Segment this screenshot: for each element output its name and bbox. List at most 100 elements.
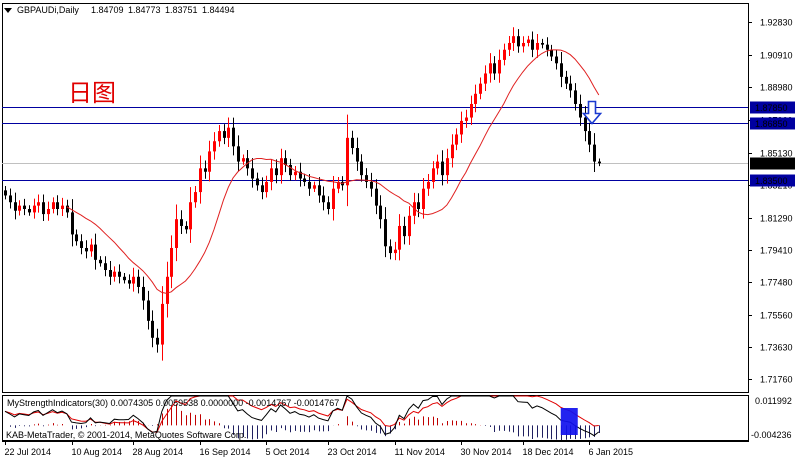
candle-body — [384, 219, 387, 247]
candle-body — [9, 195, 12, 203]
candle-body — [104, 263, 107, 271]
candle-body — [493, 63, 496, 74]
candle-body — [56, 202, 59, 210]
candle-body — [389, 246, 392, 254]
candle-body — [232, 127, 235, 147]
candle-body — [560, 63, 563, 77]
candle-body — [588, 131, 591, 145]
candle-body — [47, 209, 50, 215]
candle-body — [189, 202, 192, 230]
candle-body — [337, 181, 340, 189]
indicator-plot-frame — [2, 395, 749, 441]
candle-body — [455, 134, 458, 145]
candle-body — [137, 276, 140, 287]
down-arrow-icon — [581, 100, 603, 125]
x-tick-label: 28 Aug 2014 — [133, 447, 184, 457]
candle-body — [531, 39, 534, 50]
x-tick-label: 30 Nov 2014 — [461, 447, 512, 457]
candle-body — [527, 39, 530, 43]
candle-body — [484, 73, 487, 84]
candle-body — [90, 244, 93, 252]
candle-body — [99, 259, 102, 264]
candle-body — [37, 202, 40, 206]
candle-body — [593, 144, 596, 162]
candle-body — [109, 270, 112, 277]
candle-body — [327, 202, 330, 210]
candles — [4, 27, 601, 361]
main-plot-frame — [2, 3, 749, 393]
ohlc-low: 1.83751 — [165, 5, 198, 15]
candle-body — [313, 185, 316, 189]
candle-body — [185, 225, 188, 230]
candle-body — [394, 249, 397, 254]
candle-body — [208, 151, 211, 172]
candle-body — [365, 175, 368, 182]
candle-body — [156, 337, 159, 345]
moving-average-line — [66, 49, 600, 294]
x-tick-label: 18 Dec 2014 — [523, 447, 574, 457]
candle-body — [270, 168, 273, 182]
candle-body — [42, 202, 45, 215]
level-label: 1.87850 — [755, 103, 788, 113]
candle-body — [479, 83, 482, 94]
candle-body — [123, 276, 126, 281]
indicator-fast-line — [4, 395, 600, 437]
y-tick-label: 1.92830 — [760, 18, 793, 28]
y-tick-label: 1.85130 — [760, 149, 793, 159]
candle-body — [94, 244, 97, 260]
x-tick-label: 23 Oct 2014 — [328, 447, 377, 457]
candle-body — [360, 161, 363, 176]
indicator-layer — [4, 395, 600, 440]
chevron-down-icon[interactable] — [4, 8, 12, 13]
candle-body — [194, 192, 197, 203]
candle-body — [517, 36, 520, 47]
candle-body — [61, 205, 64, 210]
candle-body — [23, 205, 26, 210]
candle-body — [550, 49, 553, 57]
candle-body — [574, 90, 577, 104]
y-tick-label: 1.90910 — [760, 51, 793, 61]
candle-body — [142, 286, 145, 301]
candle-body — [113, 271, 116, 277]
level-label-box — [750, 117, 795, 130]
candle-body — [294, 171, 297, 176]
candle-body — [289, 164, 292, 176]
candle-body — [436, 161, 439, 169]
candle-body — [71, 212, 74, 235]
candle-body — [204, 168, 207, 172]
horizontal-levels: 1.87850 1.86850 1.83500 1.84494 — [2, 101, 795, 187]
candle-body — [375, 188, 378, 206]
x-tick-label: 10 Aug 2014 — [72, 447, 123, 457]
candle-body — [166, 276, 169, 304]
candle-body — [227, 127, 230, 138]
candle-body — [75, 234, 78, 242]
candle-body — [579, 103, 582, 118]
chart-title: GBPAUDi,Daily — [17, 5, 79, 15]
candle-body — [465, 117, 468, 121]
candle-body — [422, 188, 425, 210]
y-tick-label: 1.73630 — [760, 343, 793, 353]
candle-body — [14, 202, 17, 211]
y-tick-label: 1.81290 — [760, 214, 793, 224]
candle-body — [451, 144, 454, 159]
current-price-label: 1.84494 — [755, 159, 788, 169]
candle-body — [147, 300, 150, 321]
indicator-highlight-box — [560, 408, 578, 435]
candle-body — [223, 131, 226, 138]
candle-body — [237, 146, 240, 162]
candle-body — [489, 63, 492, 74]
y-tick-label: 1.71760 — [760, 375, 793, 385]
candle-body — [85, 247, 88, 252]
annotation-text: 日图 — [68, 79, 116, 107]
candle-body — [546, 44, 549, 50]
y-tick-label: 1.77480 — [760, 278, 793, 288]
candle-body — [379, 205, 382, 220]
candle-body — [318, 185, 321, 196]
candle-body — [498, 59, 501, 74]
candle-body — [470, 103, 473, 118]
candle-body — [80, 241, 83, 248]
candle-body — [303, 178, 306, 182]
candle-body — [280, 158, 283, 176]
candle-body — [52, 202, 55, 210]
y-tick-label: 1.88980 — [760, 83, 793, 93]
